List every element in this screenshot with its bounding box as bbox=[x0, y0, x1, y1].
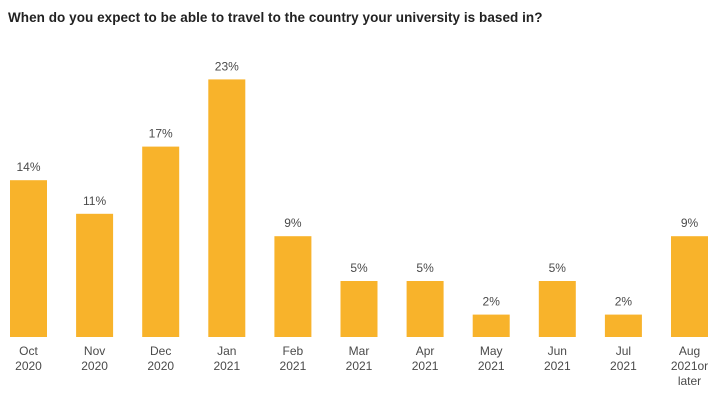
x-tick-label: Mar 2021 bbox=[346, 344, 373, 373]
x-tick-label: Aug 2021or later bbox=[671, 344, 708, 388]
bar-nov-2020 bbox=[76, 213, 114, 337]
x-tick-label: Jun 2021 bbox=[544, 344, 571, 373]
value-label: 2% bbox=[483, 295, 501, 309]
bar-apr-2021 bbox=[406, 281, 444, 337]
bar-oct-2020 bbox=[10, 180, 47, 337]
x-tick-label: Nov 2020 bbox=[81, 344, 108, 373]
value-label: 5% bbox=[549, 261, 567, 275]
x-tick-label: Dec 2020 bbox=[147, 344, 174, 373]
value-label: 23% bbox=[215, 59, 239, 73]
x-tick-label: Jul 2021 bbox=[610, 344, 637, 373]
bar-feb-2021 bbox=[274, 236, 312, 337]
value-label: 14% bbox=[16, 160, 40, 174]
x-tick-label: Apr 2021 bbox=[412, 344, 439, 373]
x-tick-label: May 2021 bbox=[478, 344, 505, 373]
value-label: 5% bbox=[350, 261, 368, 275]
bar-jul-2021 bbox=[604, 314, 642, 337]
value-label: 5% bbox=[416, 261, 434, 275]
x-tick-label: Jan 2021 bbox=[213, 344, 240, 373]
chart-title: When do you expect to be able to travel … bbox=[8, 10, 543, 25]
bar-mar-2021 bbox=[340, 281, 378, 337]
value-label: 9% bbox=[681, 216, 699, 230]
bar-aug-2021or-later bbox=[671, 236, 708, 337]
bar-dec-2020 bbox=[142, 146, 180, 337]
bar-jan-2021 bbox=[208, 79, 246, 338]
value-label: 11% bbox=[83, 194, 106, 208]
x-tick-label: Oct 2020 bbox=[15, 344, 42, 373]
value-label: 2% bbox=[615, 295, 633, 309]
bar-jun-2021 bbox=[538, 281, 576, 337]
x-tick-label: Feb 2021 bbox=[280, 344, 307, 373]
value-label: 17% bbox=[149, 127, 173, 141]
value-label: 9% bbox=[284, 216, 302, 230]
bar-may-2021 bbox=[472, 314, 510, 337]
